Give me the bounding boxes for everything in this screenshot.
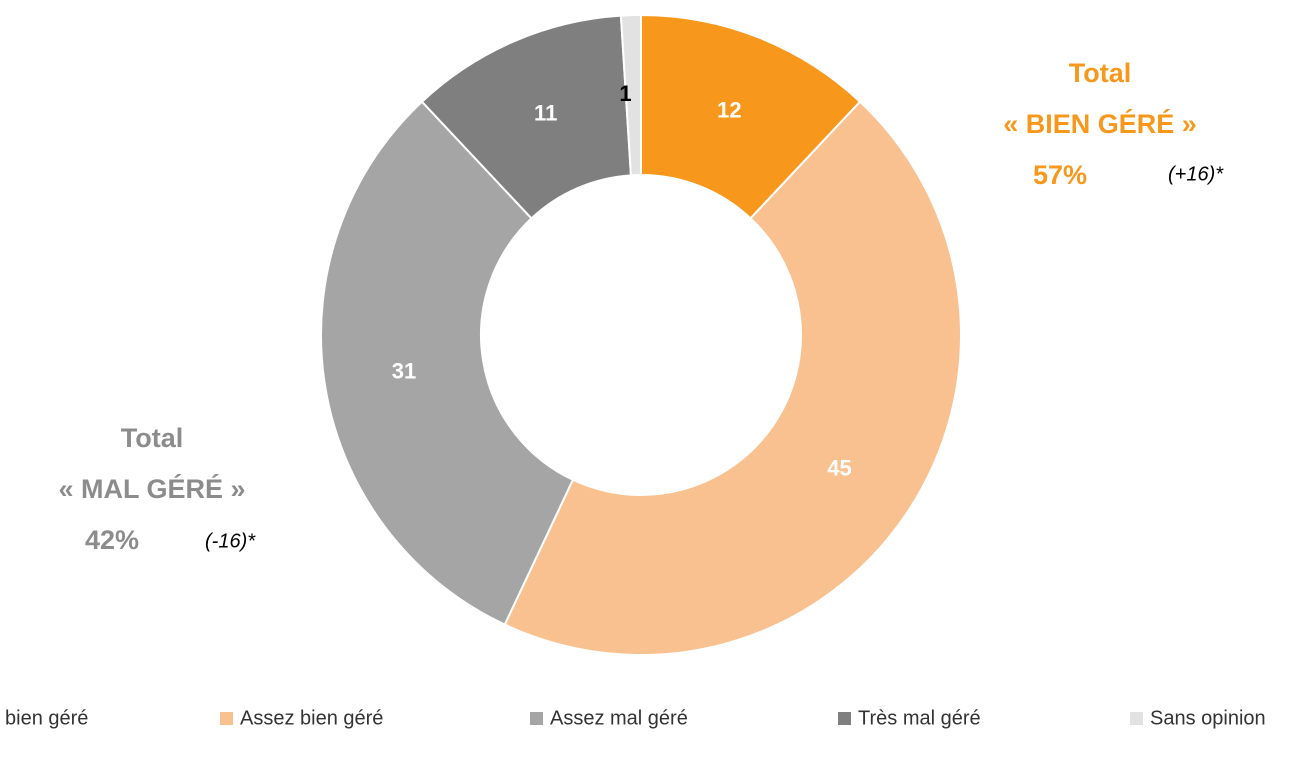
legend-text: Assez bien géré (240, 707, 383, 729)
annotation: « MAL GÉRÉ » (58, 473, 245, 504)
legend-text: Très mal géré (858, 707, 981, 729)
legend-text: Assez mal géré (550, 707, 688, 729)
data-label: 1 (619, 81, 631, 106)
annotation-note: (-16)* (205, 530, 256, 552)
donut-segment (320, 100, 575, 626)
donut-segment (640, 13, 862, 220)
legend-text: bien géré (5, 707, 88, 729)
legend-marker (220, 712, 233, 725)
annotation: 42% (85, 525, 139, 555)
legend-text: Sans opinion (1150, 707, 1266, 729)
donut-segment (619, 13, 642, 177)
annotation: 57% (1033, 160, 1087, 190)
legend-marker (530, 712, 543, 725)
data-label: 45 (827, 456, 851, 481)
annotation: « BIEN GÉRÉ » (1003, 108, 1197, 139)
data-label: 11 (534, 101, 557, 126)
donut-segment (503, 100, 962, 656)
annotation: Total (1069, 58, 1132, 88)
data-label: 12 (717, 98, 741, 123)
data-label: 31 (392, 358, 416, 383)
legend-marker (838, 712, 851, 725)
legend-marker (1130, 712, 1143, 725)
annotation: Total (121, 423, 184, 453)
annotation-note: (+16)* (1168, 163, 1224, 185)
